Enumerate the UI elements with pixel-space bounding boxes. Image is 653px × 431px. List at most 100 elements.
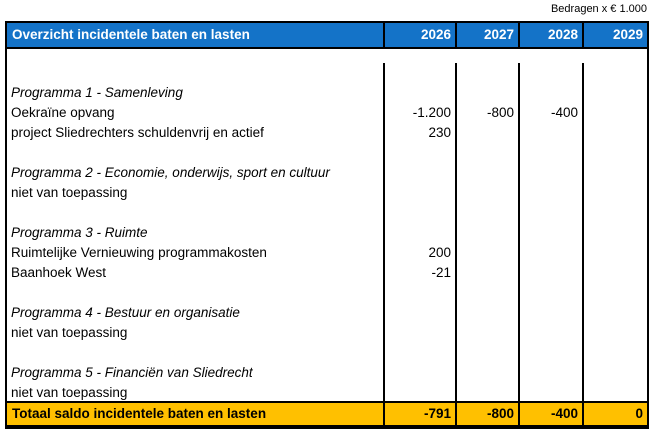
value-cell-2026 bbox=[383, 303, 455, 323]
value-cell-2027 bbox=[455, 83, 518, 103]
spacer-row bbox=[7, 343, 647, 363]
value-cell-2029 bbox=[582, 83, 647, 103]
value-cell-2027 bbox=[455, 223, 518, 243]
year-header-2027: 2027 bbox=[455, 23, 518, 47]
table-row: Programma 2 - Economie, onderwijs, sport… bbox=[7, 163, 647, 183]
spacer-row bbox=[7, 203, 647, 223]
total-value-2026: -791 bbox=[383, 403, 455, 425]
value-cell-2028 bbox=[518, 303, 582, 323]
value-cell-2028 bbox=[518, 183, 582, 203]
spacer-row bbox=[7, 143, 647, 163]
value-cell-2026 bbox=[383, 383, 455, 403]
value-cell-2026 bbox=[383, 163, 455, 183]
value-cell-2029 bbox=[582, 303, 647, 323]
value-cell-2027 bbox=[455, 263, 518, 283]
value-cell-2028 bbox=[518, 263, 582, 283]
table-row: niet van toepassing bbox=[7, 183, 647, 203]
value-cell-2026 bbox=[383, 203, 455, 223]
value-cell-2028: -400 bbox=[518, 103, 582, 123]
value-cell-2029 bbox=[582, 263, 647, 283]
value-cell-2027 bbox=[455, 63, 518, 83]
year-header-2028: 2028 bbox=[518, 23, 582, 47]
total-label: Totaal saldo incidentele baten en lasten bbox=[12, 406, 267, 421]
value-cell-2027 bbox=[455, 243, 518, 263]
value-cell-2026 bbox=[383, 283, 455, 303]
table-row: Programma 1 - Samenleving bbox=[7, 83, 647, 103]
value-cell-2029 bbox=[582, 243, 647, 263]
value-cell-2028 bbox=[518, 223, 582, 243]
value-cell-2027 bbox=[455, 363, 518, 383]
year-header-2029: 2029 bbox=[582, 23, 647, 47]
value-cell-2027 bbox=[455, 123, 518, 143]
value-cell-2027 bbox=[455, 343, 518, 363]
row-label-empty bbox=[7, 143, 383, 163]
value-cell-2028 bbox=[518, 203, 582, 223]
table-row: Baanhoek West -21 bbox=[7, 263, 647, 283]
value-cell-2028 bbox=[518, 83, 582, 103]
table-row: Oekraïne opvang -1.200 -800 -400 bbox=[7, 103, 647, 123]
row-label-empty bbox=[7, 283, 383, 303]
incidental-items-table: Overzicht incidentele baten en lasten 20… bbox=[5, 21, 649, 429]
value-cell-2026 bbox=[383, 223, 455, 243]
row-label: niet van toepassing bbox=[11, 385, 128, 400]
row-label: project Sliedrechters schuldenvrij en ac… bbox=[11, 125, 264, 140]
value-cell-2026: -21 bbox=[383, 263, 455, 283]
row-label: niet van toepassing bbox=[11, 325, 128, 340]
value-cell-2027 bbox=[455, 383, 518, 403]
row-label-empty bbox=[7, 203, 383, 223]
value-cell-2026 bbox=[383, 63, 455, 83]
row-label-empty bbox=[7, 343, 383, 363]
spacer-row bbox=[7, 63, 647, 83]
value-cell-2027 bbox=[455, 203, 518, 223]
table-row: niet van toepassing bbox=[7, 383, 647, 403]
value-cell-2028 bbox=[518, 323, 582, 343]
row-label: Programma 4 - Bestuur en organisatie bbox=[11, 305, 240, 320]
table-header-row: Overzicht incidentele baten en lasten 20… bbox=[7, 23, 647, 47]
value-cell-2029 bbox=[582, 203, 647, 223]
spacer-row bbox=[7, 283, 647, 303]
value-cell-2029 bbox=[582, 383, 647, 403]
value-cell-2028 bbox=[518, 243, 582, 263]
table-row: Programma 3 - Ruimte bbox=[7, 223, 647, 243]
value-cell-2027 bbox=[455, 143, 518, 163]
row-label: Ruimtelijke Vernieuwing programmakosten bbox=[11, 245, 267, 260]
table-row: Programma 4 - Bestuur en organisatie bbox=[7, 303, 647, 323]
value-cell-2029 bbox=[582, 63, 647, 83]
value-cell-2028 bbox=[518, 283, 582, 303]
value-cell-2029 bbox=[582, 223, 647, 243]
units-note: Bedragen x € 1.000 bbox=[550, 3, 647, 15]
table-title: Overzicht incidentele baten en lasten bbox=[12, 27, 250, 42]
total-value-2028: -400 bbox=[518, 403, 582, 425]
value-cell-2027 bbox=[455, 323, 518, 343]
value-cell-2028 bbox=[518, 63, 582, 83]
value-cell-2028 bbox=[518, 363, 582, 383]
value-cell-2027 bbox=[455, 183, 518, 203]
row-label: niet van toepassing bbox=[11, 185, 128, 200]
value-cell-2026: 230 bbox=[383, 123, 455, 143]
value-cell-2029 bbox=[582, 323, 647, 343]
row-label: Programma 3 - Ruimte bbox=[11, 225, 148, 240]
row-label: Oekraïne opvang bbox=[11, 105, 115, 120]
value-cell-2028 bbox=[518, 163, 582, 183]
value-cell-2027 bbox=[455, 283, 518, 303]
row-label: Baanhoek West bbox=[11, 265, 107, 280]
row-label: Programma 2 - Economie, onderwijs, sport… bbox=[11, 165, 330, 180]
value-cell-2028 bbox=[518, 383, 582, 403]
value-cell-2029 bbox=[582, 123, 647, 143]
value-cell-2026 bbox=[383, 83, 455, 103]
value-cell-2026: 200 bbox=[383, 243, 455, 263]
value-cell-2028 bbox=[518, 143, 582, 163]
value-cell-2026 bbox=[383, 143, 455, 163]
table-row: Ruimtelijke Vernieuwing programmakosten 2… bbox=[7, 243, 647, 263]
total-value-2027: -800 bbox=[455, 403, 518, 425]
value-cell-2027 bbox=[455, 163, 518, 183]
value-cell-2026 bbox=[383, 323, 455, 343]
value-cell-2029 bbox=[582, 343, 647, 363]
value-cell-2026 bbox=[383, 343, 455, 363]
total-row: Totaal saldo incidentele baten en lasten… bbox=[7, 401, 647, 425]
value-cell-2029 bbox=[582, 143, 647, 163]
value-cell-2026 bbox=[383, 363, 455, 383]
row-label-empty bbox=[7, 63, 383, 83]
value-cell-2026: -1.200 bbox=[383, 103, 455, 123]
